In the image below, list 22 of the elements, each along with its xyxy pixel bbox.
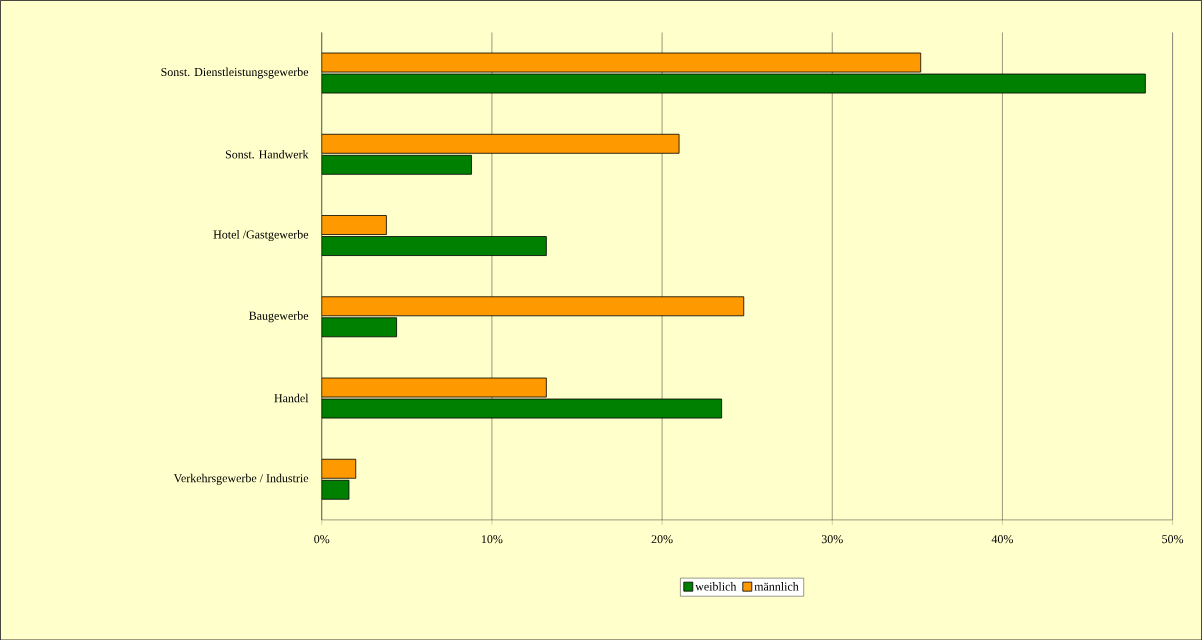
x-tick-label: 20% — [651, 534, 673, 544]
bar — [321, 296, 745, 316]
bar — [321, 235, 547, 256]
bar — [321, 154, 472, 175]
x-tick-label: 40% — [991, 534, 1013, 544]
legend-label: weiblich — [695, 581, 737, 591]
bar — [321, 214, 387, 235]
x-tick-label: 50% — [1162, 534, 1184, 544]
bar — [321, 458, 357, 479]
legend-label: männlich — [754, 581, 799, 591]
y-tick-label: Handel — [274, 393, 309, 403]
bar — [321, 133, 680, 154]
x-tick-label: 0% — [314, 534, 330, 544]
x-tick-label: 10% — [481, 534, 503, 544]
bar — [321, 317, 398, 337]
bar — [321, 479, 350, 500]
y-tick-label: Verkehrsgewerbe / Industrie — [173, 473, 309, 485]
y-tick-label: Sonst. Dienstleistungsgewerbe — [161, 67, 309, 79]
y-tick-label: Hotel /Gastgewerbe — [213, 229, 309, 241]
y-tick-label: Sonst. Handwerk — [225, 149, 309, 159]
y-tick-label: Baugewerbe — [249, 311, 309, 323]
x-tick-label: 30% — [821, 534, 843, 544]
